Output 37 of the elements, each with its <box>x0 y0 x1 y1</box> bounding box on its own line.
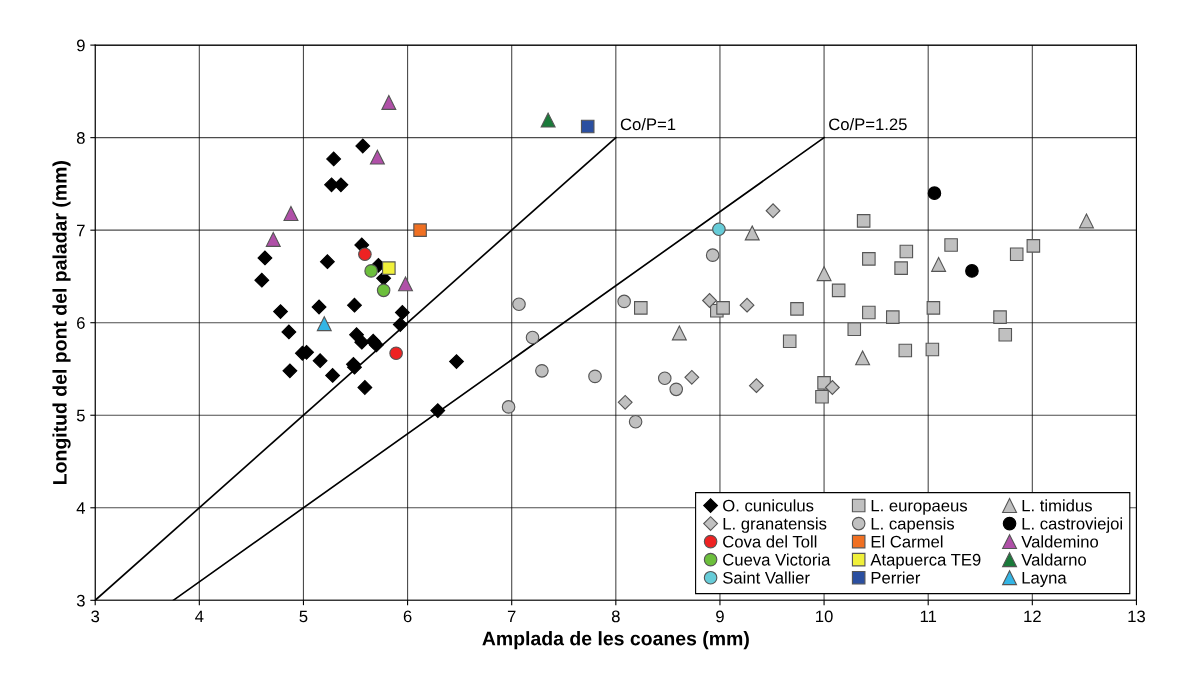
y-tick-label: 8 <box>76 132 85 144</box>
x-tick-label: 9 <box>716 610 724 623</box>
legend-label: Valdemino <box>1021 535 1099 548</box>
legend-label: L. timidus <box>1022 499 1092 512</box>
y-tick-label: 4 <box>76 502 85 514</box>
x-tick-label: 5 <box>299 610 308 623</box>
x-axis-title: Amplada de les coanes (mm) <box>482 631 749 650</box>
y-tick-label: 9 <box>76 39 85 52</box>
legend-label: Cova del Toll <box>723 535 817 548</box>
y-tick-label: 6 <box>77 317 85 329</box>
x-tick-label: 10 <box>816 610 833 623</box>
legend-label: L. europaeus <box>871 499 968 515</box>
x-tick-label: 8 <box>611 610 620 623</box>
legend-label: L. castroviejoi <box>1022 517 1122 533</box>
legend-label: El Carmel <box>871 535 943 548</box>
y-axis-title: Longitud del pont del paladar (mm) <box>52 161 71 484</box>
x-tick-label: 4 <box>195 610 204 623</box>
x-tick-label: 6 <box>403 610 412 623</box>
legend-label: Perrier <box>871 571 921 584</box>
legend-label: O. cuniculus <box>723 499 814 512</box>
x-tick-label: 13 <box>1128 610 1145 623</box>
annotation: Co/P=1 <box>620 117 676 131</box>
y-tick-label: 7 <box>77 224 85 237</box>
legend-label: L. capensis <box>871 517 955 533</box>
legend-label: Atapuerca TE9 <box>870 553 981 569</box>
legend-label: L. granatensis <box>723 517 827 533</box>
annotation: Co/P=1.25 <box>829 117 907 131</box>
legend-label: Layna <box>1022 572 1067 587</box>
x-tick-label: 3 <box>91 610 100 623</box>
y-tick-label: 5 <box>76 409 85 422</box>
x-tick-label: 12 <box>1024 610 1041 623</box>
legend-label: Valdarno <box>1021 553 1087 566</box>
x-tick-label: 7 <box>507 610 516 623</box>
y-tick-label: 3 <box>76 594 85 607</box>
legend-label: Saint Vallier <box>723 571 810 584</box>
legend-label: Cueva Victoria <box>723 553 831 566</box>
x-tick-label: 11 <box>920 610 937 623</box>
